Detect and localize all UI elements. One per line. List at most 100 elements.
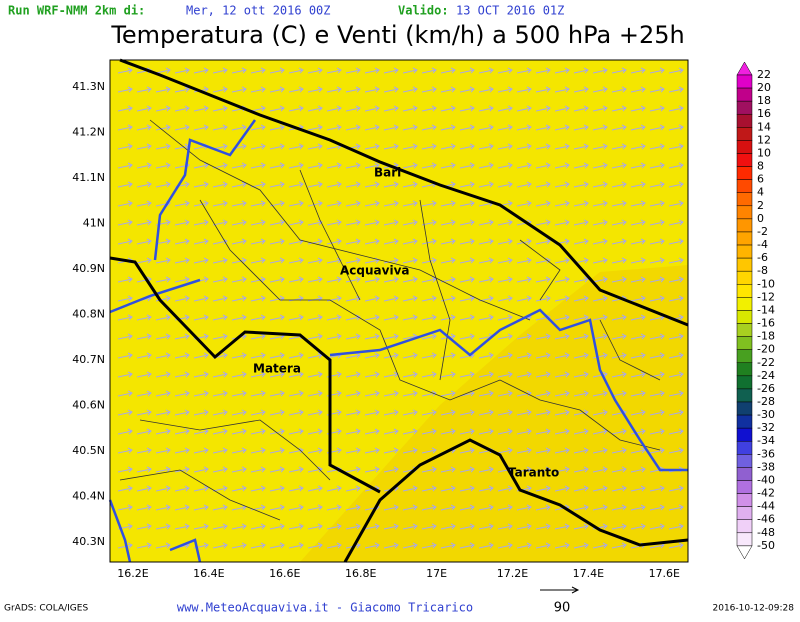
wind-arrow bbox=[535, 219, 551, 226]
wind-arrow bbox=[212, 447, 228, 454]
wind-arrow bbox=[402, 523, 418, 530]
wind-arrow bbox=[155, 162, 171, 169]
wind-arrow bbox=[459, 105, 475, 112]
lon-label: 16.6E bbox=[269, 567, 300, 580]
colorbar-box bbox=[736, 401, 753, 416]
wind-arrow bbox=[668, 257, 684, 264]
wind-arrow bbox=[421, 238, 437, 245]
wind-arrow bbox=[554, 447, 570, 454]
wind-arrow bbox=[231, 409, 247, 416]
wind-arrow bbox=[668, 67, 684, 74]
wind-arrow bbox=[649, 105, 665, 112]
wind-arrow bbox=[592, 200, 608, 207]
wind-arrow bbox=[307, 143, 323, 150]
wind-arrow bbox=[478, 314, 494, 321]
colorbar-box bbox=[736, 336, 753, 350]
wind-arrow bbox=[611, 523, 627, 530]
wind-arrow bbox=[174, 86, 190, 93]
wind-arrow bbox=[345, 238, 361, 245]
colorbar-label: -8 bbox=[757, 264, 768, 277]
colorbar-box bbox=[736, 205, 753, 220]
wind-arrow bbox=[231, 219, 247, 226]
wind-arrow bbox=[345, 276, 361, 283]
wind-arrow bbox=[212, 276, 228, 283]
wind-arrow bbox=[592, 428, 608, 435]
wind-arrow bbox=[573, 542, 589, 549]
colorbar-box bbox=[736, 270, 753, 285]
wind-arrow bbox=[307, 124, 323, 131]
wind-arrow bbox=[421, 371, 437, 378]
wind-arrow bbox=[345, 162, 361, 169]
wind-arrow bbox=[611, 352, 627, 359]
wind-arrow bbox=[364, 390, 380, 397]
wind-arrow bbox=[307, 542, 323, 549]
wind-arrow bbox=[155, 314, 171, 321]
colorbar-box bbox=[736, 244, 753, 259]
colorbar-label: 10 bbox=[757, 146, 771, 159]
wind-arrow bbox=[307, 105, 323, 112]
wind-arrow bbox=[307, 504, 323, 511]
wind-arrow bbox=[117, 333, 133, 340]
wind-arrow bbox=[326, 86, 342, 93]
wind-arrow bbox=[668, 409, 684, 416]
wind-arrow bbox=[117, 200, 133, 207]
wind-arrow bbox=[326, 162, 342, 169]
wind-arrow bbox=[497, 371, 513, 378]
wind-arrow bbox=[383, 447, 399, 454]
wind-arrow bbox=[535, 409, 551, 416]
wind-arrow bbox=[554, 314, 570, 321]
wind-arrow bbox=[535, 542, 551, 549]
wind-arrow bbox=[592, 86, 608, 93]
wind-arrow bbox=[668, 124, 684, 131]
wind-arrow bbox=[573, 162, 589, 169]
wind-arrow bbox=[250, 162, 266, 169]
wind-arrow bbox=[402, 371, 418, 378]
wind-arrow bbox=[554, 67, 570, 74]
wind-arrow bbox=[383, 219, 399, 226]
wind-arrow bbox=[459, 86, 475, 93]
wind-arrow bbox=[345, 333, 361, 340]
colorbar-box bbox=[736, 113, 753, 128]
wind-arrow bbox=[630, 276, 646, 283]
wind-arrow bbox=[611, 333, 627, 340]
wind-arrow bbox=[155, 542, 171, 549]
wind-arrow bbox=[630, 67, 646, 74]
wind-arrow bbox=[212, 371, 228, 378]
wind-arrow bbox=[288, 276, 304, 283]
wind-arrow bbox=[668, 276, 684, 283]
wind-arrow bbox=[174, 447, 190, 454]
wind-arrow bbox=[383, 200, 399, 207]
wind-arrow bbox=[440, 466, 456, 473]
colorbar-label: -38 bbox=[757, 460, 775, 473]
wind-arrow bbox=[554, 143, 570, 150]
wind-arrow bbox=[478, 238, 494, 245]
wind-arrow bbox=[174, 485, 190, 492]
wind-arrow bbox=[440, 143, 456, 150]
wind-arrow bbox=[117, 390, 133, 397]
wind-arrow bbox=[345, 181, 361, 188]
wind-arrow bbox=[269, 143, 285, 150]
wind-arrow bbox=[478, 124, 494, 131]
wind-arrow bbox=[193, 447, 209, 454]
wind-arrow bbox=[250, 371, 266, 378]
wind-arrow bbox=[307, 181, 323, 188]
city-label: Taranto bbox=[508, 466, 559, 480]
wind-arrow bbox=[326, 314, 342, 321]
wind-arrow bbox=[364, 105, 380, 112]
city-label: Acquaviva bbox=[340, 264, 410, 278]
wind-arrow bbox=[535, 447, 551, 454]
wind-arrow bbox=[421, 333, 437, 340]
wind-arrow bbox=[117, 219, 133, 226]
wind-arrow bbox=[269, 504, 285, 511]
wind-arrow bbox=[497, 523, 513, 530]
wind-arrow bbox=[516, 333, 532, 340]
wind-arrow bbox=[364, 86, 380, 93]
wind-arrow bbox=[383, 257, 399, 264]
colorbar-box bbox=[736, 427, 753, 442]
wind-arrow bbox=[269, 105, 285, 112]
wind-arrow bbox=[497, 485, 513, 492]
wind-arrow bbox=[402, 257, 418, 264]
wind-arrow bbox=[231, 124, 247, 131]
wind-arrow bbox=[573, 485, 589, 492]
wind-arrow bbox=[611, 276, 627, 283]
